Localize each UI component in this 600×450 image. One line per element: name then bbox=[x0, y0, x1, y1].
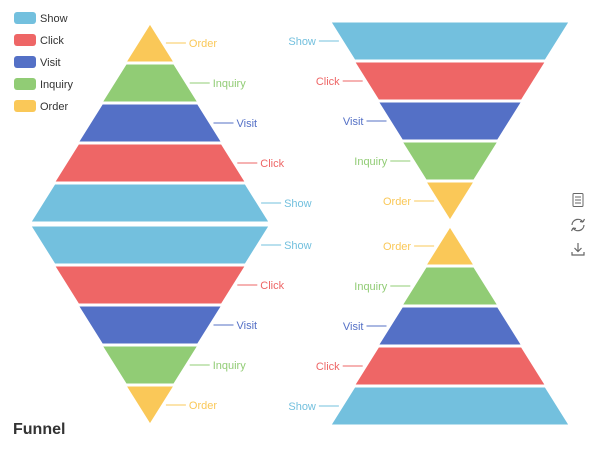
funnel-label-click: Click bbox=[260, 158, 284, 170]
chart-title: Funnel bbox=[13, 421, 65, 438]
legend-label-show: Show bbox=[40, 13, 68, 25]
funnel-segment-inquiry[interactable] bbox=[401, 141, 499, 181]
funnel-label-inquiry: Inquiry bbox=[213, 360, 247, 372]
funnels: Order Inquiry Visit Click Show Show Click Visit… bbox=[30, 21, 570, 426]
legend-label-inquiry: Inquiry bbox=[40, 79, 74, 91]
funnel-segment-visit[interactable] bbox=[77, 305, 223, 345]
legend-label-order: Order bbox=[40, 101, 68, 113]
legend: Show Click Visit Inquiry Order bbox=[14, 12, 74, 113]
funnel-label-visit: Visit bbox=[343, 116, 364, 128]
funnel-segment-show[interactable] bbox=[330, 21, 570, 61]
funnel-right-lower: Order Inquiry Visit Click Show bbox=[288, 226, 570, 426]
funnel-right-upper: Show Click Visit Inquiry Order bbox=[288, 21, 570, 221]
funnel-segment-order[interactable] bbox=[425, 226, 475, 266]
funnel-label-show: Show bbox=[284, 198, 312, 210]
funnel-segment-click[interactable] bbox=[53, 265, 247, 305]
legend-swatch-inquiry bbox=[14, 78, 36, 90]
legend-label-visit: Visit bbox=[40, 57, 61, 69]
legend-swatch-show bbox=[14, 12, 36, 24]
funnel-segment-show[interactable] bbox=[330, 386, 570, 426]
funnel-label-order: Order bbox=[383, 196, 411, 208]
funnel-label-order: Order bbox=[189, 400, 217, 412]
funnel-label-inquiry: Inquiry bbox=[354, 156, 388, 168]
legend-swatch-visit bbox=[14, 56, 36, 68]
funnel-segment-visit[interactable] bbox=[77, 103, 223, 143]
funnel-segment-click[interactable] bbox=[353, 61, 547, 101]
funnel-label-click: Click bbox=[316, 76, 340, 88]
toolbox bbox=[570, 193, 586, 256]
funnel-label-click: Click bbox=[316, 361, 340, 373]
funnel-left-upper: Order Inquiry Visit Click Show bbox=[30, 23, 312, 223]
funnel-label-order: Order bbox=[189, 38, 217, 50]
data-view-icon[interactable] bbox=[572, 193, 584, 207]
legend-swatch-click bbox=[14, 34, 36, 46]
funnel-label-inquiry: Inquiry bbox=[354, 281, 388, 293]
funnel-label-show: Show bbox=[284, 240, 312, 252]
funnel-label-visit: Visit bbox=[343, 321, 364, 333]
funnel-segment-show[interactable] bbox=[30, 183, 270, 223]
funnel-segment-order[interactable] bbox=[425, 181, 475, 221]
funnel-label-visit: Visit bbox=[237, 118, 258, 130]
funnel-label-show: Show bbox=[288, 401, 316, 413]
funnel-label-inquiry: Inquiry bbox=[213, 78, 247, 90]
legend-item-inquiry[interactable]: Inquiry bbox=[14, 78, 74, 91]
legend-swatch-order bbox=[14, 100, 36, 112]
funnel-label-visit: Visit bbox=[237, 320, 258, 332]
funnel-segment-show[interactable] bbox=[30, 225, 270, 265]
funnel-label-show: Show bbox=[288, 36, 316, 48]
funnel-segment-inquiry[interactable] bbox=[401, 266, 499, 306]
legend-item-click[interactable]: Click bbox=[14, 34, 64, 47]
legend-label-click: Click bbox=[40, 35, 64, 47]
save-image-icon[interactable] bbox=[571, 243, 585, 256]
funnel-segment-order[interactable] bbox=[125, 23, 175, 63]
funnel-segment-click[interactable] bbox=[53, 143, 247, 183]
funnel-segment-order[interactable] bbox=[125, 385, 175, 425]
legend-item-order[interactable]: Order bbox=[14, 100, 68, 113]
funnel-left-lower: Show Click Visit Inquiry Order bbox=[30, 225, 312, 425]
funnel-label-click: Click bbox=[260, 280, 284, 292]
restore-icon[interactable] bbox=[570, 218, 586, 232]
funnel-segment-visit[interactable] bbox=[377, 306, 523, 346]
funnel-segment-click[interactable] bbox=[353, 346, 547, 386]
funnel-label-order: Order bbox=[383, 241, 411, 253]
funnel-segment-inquiry[interactable] bbox=[101, 345, 199, 385]
legend-item-show[interactable]: Show bbox=[14, 12, 68, 25]
legend-item-visit[interactable]: Visit bbox=[14, 56, 61, 69]
funnel-segment-visit[interactable] bbox=[377, 101, 523, 141]
funnel-segment-inquiry[interactable] bbox=[101, 63, 199, 103]
